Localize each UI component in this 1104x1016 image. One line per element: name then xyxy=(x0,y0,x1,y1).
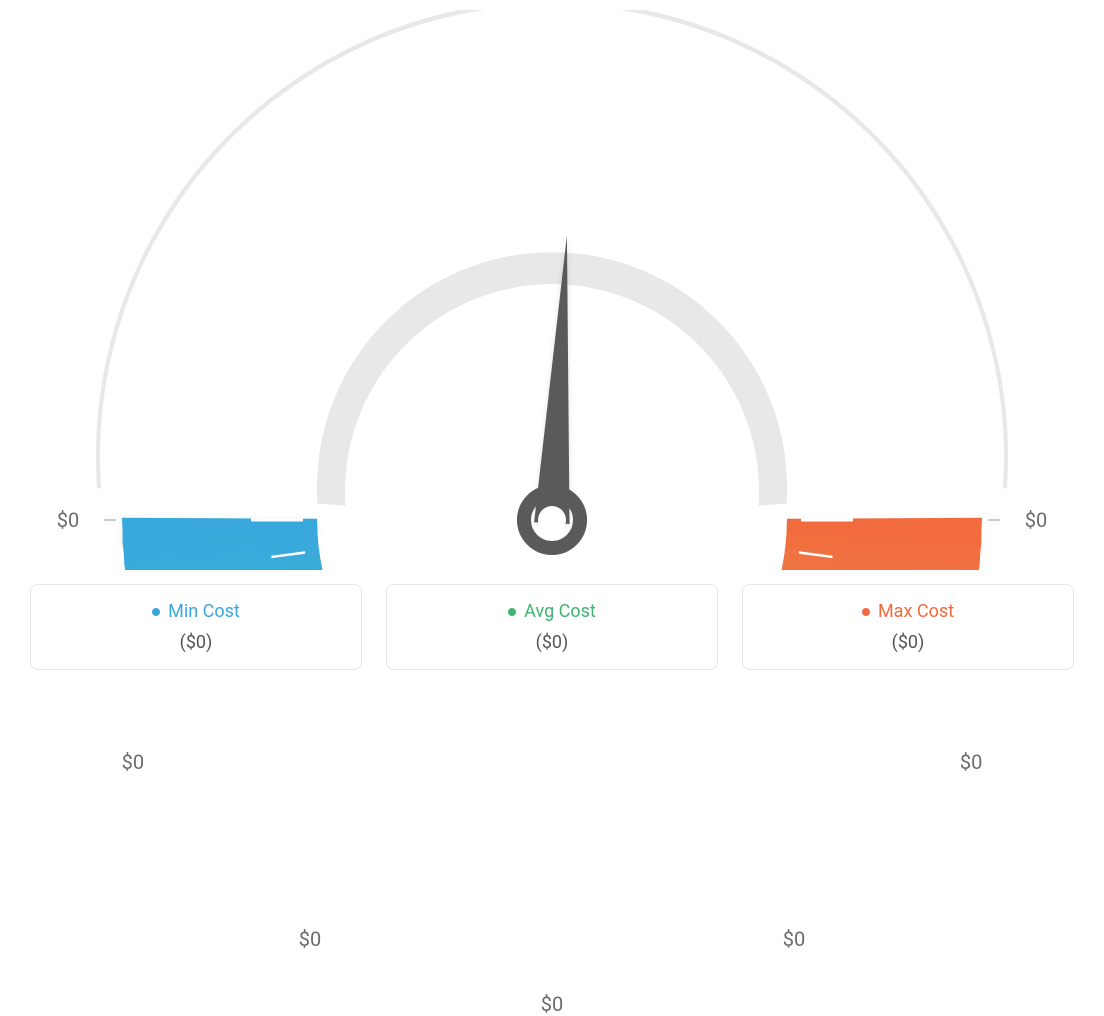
gauge-tick-label: $0 xyxy=(541,992,563,1016)
legend-label-min: Min Cost xyxy=(168,601,240,622)
gauge-tick-label: $0 xyxy=(122,750,144,774)
legend-card-avg: Avg Cost ($0) xyxy=(386,584,718,671)
legend-value-min: ($0) xyxy=(43,632,349,653)
legend-card-max: Max Cost ($0) xyxy=(742,584,1074,671)
legend-value-max: ($0) xyxy=(755,632,1061,653)
gauge-svg xyxy=(0,10,1104,570)
legend-label-avg: Avg Cost xyxy=(524,601,596,622)
legend-dot-min xyxy=(152,608,160,616)
gauge-chart-container: $0$0$0$0$0$0$0 Min Cost ($0) Avg Cost ($… xyxy=(0,0,1104,690)
legend-title-avg: Avg Cost xyxy=(508,601,596,622)
gauge-tick-label: $0 xyxy=(299,927,321,951)
legend-dot-avg xyxy=(508,608,516,616)
gauge-area: $0$0$0$0$0$0$0 xyxy=(0,0,1104,560)
gauge-tick-label: $0 xyxy=(1025,508,1047,532)
legend-label-max: Max Cost xyxy=(878,601,954,622)
legend-value-avg: ($0) xyxy=(399,632,705,653)
gauge-tick-label: $0 xyxy=(960,750,982,774)
gauge-tick-label: $0 xyxy=(57,508,79,532)
legend-card-min: Min Cost ($0) xyxy=(30,584,362,671)
legend-title-min: Min Cost xyxy=(152,601,240,622)
legend-title-max: Max Cost xyxy=(862,601,954,622)
legend-dot-max xyxy=(862,608,870,616)
legend-row: Min Cost ($0) Avg Cost ($0) Max Cost ($0… xyxy=(30,584,1074,671)
gauge-tick-label: $0 xyxy=(783,927,805,951)
